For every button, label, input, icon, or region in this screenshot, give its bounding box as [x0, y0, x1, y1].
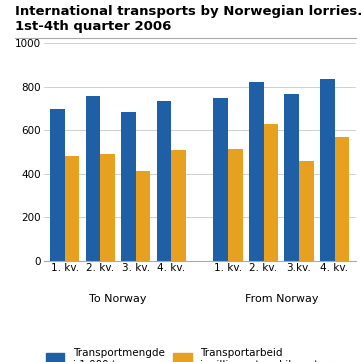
Bar	[50, 109, 65, 261]
Bar	[171, 150, 186, 261]
Bar	[228, 150, 243, 261]
Bar	[284, 94, 299, 261]
Text: From Norway: From Norway	[245, 294, 318, 304]
Legend: Transportmengde
i 1 000 tonn, Transportarbeid
i millioner tonnkilometer: Transportmengde i 1 000 tonn, Transporta…	[46, 348, 329, 362]
Bar	[335, 137, 349, 261]
Bar	[86, 96, 100, 261]
Bar	[156, 101, 171, 261]
Bar	[213, 98, 228, 261]
Bar	[264, 124, 278, 261]
Text: To Norway: To Norway	[89, 294, 147, 304]
Bar	[65, 156, 79, 261]
Text: 1st-4th quarter 2006: 1st-4th quarter 2006	[15, 20, 171, 33]
Bar	[249, 82, 264, 261]
Bar	[136, 171, 150, 261]
Bar	[299, 161, 314, 261]
Bar	[320, 79, 335, 261]
Bar	[100, 153, 115, 261]
Bar	[121, 112, 136, 261]
Text: International transports by Norwegian lorries.: International transports by Norwegian lo…	[15, 5, 362, 18]
